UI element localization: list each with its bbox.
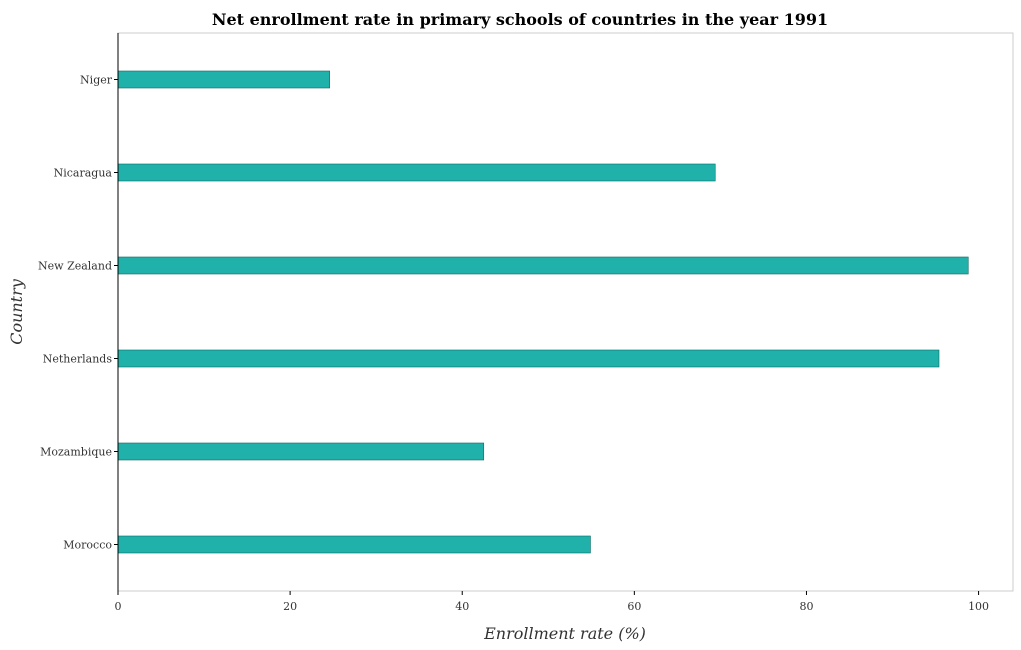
x-axis-label: Enrollment rate (%)	[483, 624, 646, 643]
y-tick-label: Mozambique	[40, 446, 112, 459]
x-axis-ticks: 0 20 40 60 80 100	[115, 591, 989, 613]
y-tick-label: Netherlands	[43, 353, 113, 366]
bar-nicaragua	[117, 163, 716, 182]
x-tick-label: 80	[799, 600, 813, 613]
x-tick-label: 100	[968, 600, 989, 613]
chart-title: Net enrollment rate in primary schools o…	[212, 10, 828, 29]
bar-mozambique	[117, 442, 485, 461]
y-tick-label: Morocco	[63, 539, 112, 552]
y-tick-label: New Zealand	[38, 260, 112, 273]
x-tick-label: 40	[455, 600, 469, 613]
y-axis-ticks: Morocco Mozambique Netherlands New Zealand N…	[38, 74, 118, 552]
bar-new-zealand	[117, 256, 969, 275]
bar-netherlands	[117, 349, 940, 368]
y-axis-label: Country	[7, 278, 26, 345]
x-tick-label: 20	[283, 600, 297, 613]
bars-group	[117, 70, 969, 554]
y-tick-label: Nicaragua	[54, 167, 113, 180]
bar-niger	[117, 70, 331, 89]
x-tick-label: 0	[115, 600, 122, 613]
y-tick-label: Niger	[80, 74, 113, 87]
plot-area	[117, 32, 1014, 592]
bar-morocco	[117, 535, 591, 554]
x-tick-label: 60	[627, 600, 641, 613]
